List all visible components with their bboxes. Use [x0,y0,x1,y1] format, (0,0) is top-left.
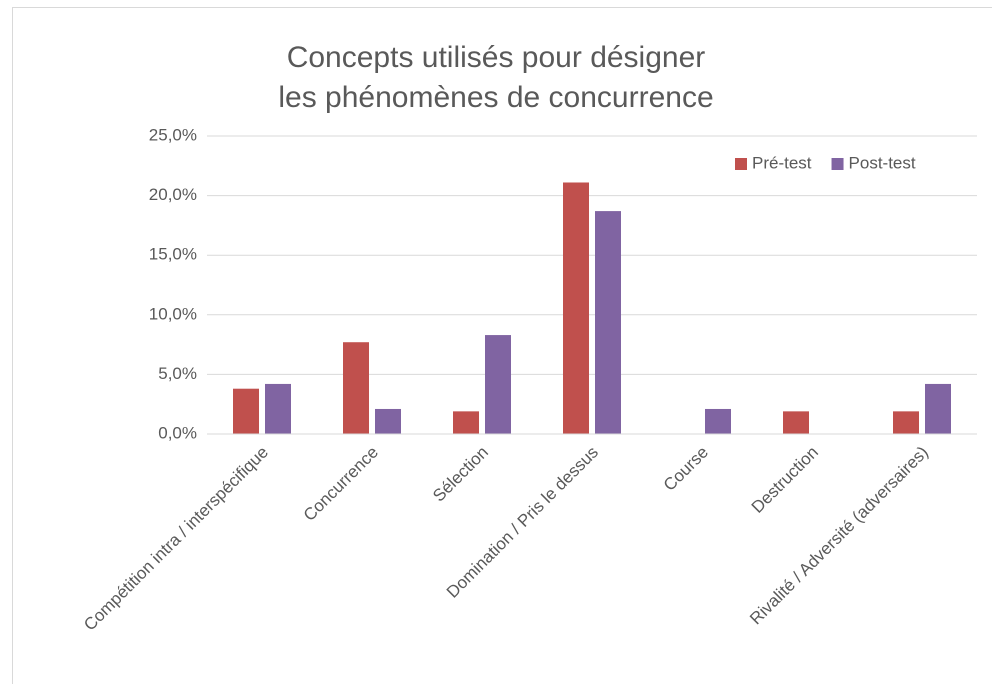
legend-swatch [735,158,747,170]
y-tick-label: 10,0% [149,304,197,323]
y-tick-label: 5,0% [158,364,197,383]
bar [375,408,401,434]
x-tick-label: Destruction [748,443,822,517]
x-tick-label: Course [660,443,712,495]
bar [563,182,589,434]
bar [783,411,809,434]
legend-label: Pré-test [752,153,812,172]
chart-border [12,7,992,684]
bar [893,411,919,434]
legend-swatch [831,158,844,170]
x-tick-label: Sélection [429,443,492,506]
chart-title: Concepts utilisés pour désigner les phén… [278,41,714,114]
bar [705,408,731,434]
bar [453,411,479,434]
bar [925,383,951,434]
y-tick-label: 15,0% [149,245,197,264]
x-tick-label: Concurrence [300,443,382,525]
legend-label: Post-test [849,153,916,172]
y-tick-label: 0,0% [158,423,197,442]
y-tick-label: 20,0% [149,185,197,204]
bar [265,383,291,434]
y-tick-label: 25,0% [149,125,197,144]
bar [233,388,259,434]
x-tick-label: Rivalité / Adversité (adversaires) [746,443,932,629]
bar [595,211,621,434]
x-tick-label: Compétition intra / interspécifique [80,443,272,635]
bar [485,335,511,434]
bar [343,342,369,434]
